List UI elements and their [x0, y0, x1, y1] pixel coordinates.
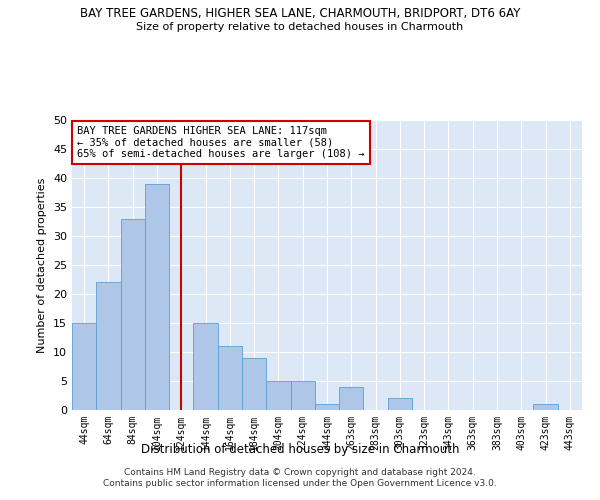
- Bar: [339, 387, 364, 410]
- Bar: [193, 323, 218, 410]
- Text: Distribution of detached houses by size in Charmouth: Distribution of detached houses by size …: [141, 444, 459, 456]
- Bar: [242, 358, 266, 410]
- Bar: [290, 381, 315, 410]
- Text: Contains HM Land Registry data © Crown copyright and database right 2024.
Contai: Contains HM Land Registry data © Crown c…: [103, 468, 497, 487]
- Bar: [533, 404, 558, 410]
- Y-axis label: Number of detached properties: Number of detached properties: [37, 178, 47, 352]
- Bar: [121, 218, 145, 410]
- Text: Size of property relative to detached houses in Charmouth: Size of property relative to detached ho…: [136, 22, 464, 32]
- Bar: [145, 184, 169, 410]
- Text: BAY TREE GARDENS, HIGHER SEA LANE, CHARMOUTH, BRIDPORT, DT6 6AY: BAY TREE GARDENS, HIGHER SEA LANE, CHARM…: [80, 8, 520, 20]
- Bar: [218, 346, 242, 410]
- Bar: [266, 381, 290, 410]
- Text: BAY TREE GARDENS HIGHER SEA LANE: 117sqm
← 35% of detached houses are smaller (5: BAY TREE GARDENS HIGHER SEA LANE: 117sqm…: [77, 126, 365, 159]
- Bar: [96, 282, 121, 410]
- Bar: [72, 323, 96, 410]
- Bar: [315, 404, 339, 410]
- Bar: [388, 398, 412, 410]
